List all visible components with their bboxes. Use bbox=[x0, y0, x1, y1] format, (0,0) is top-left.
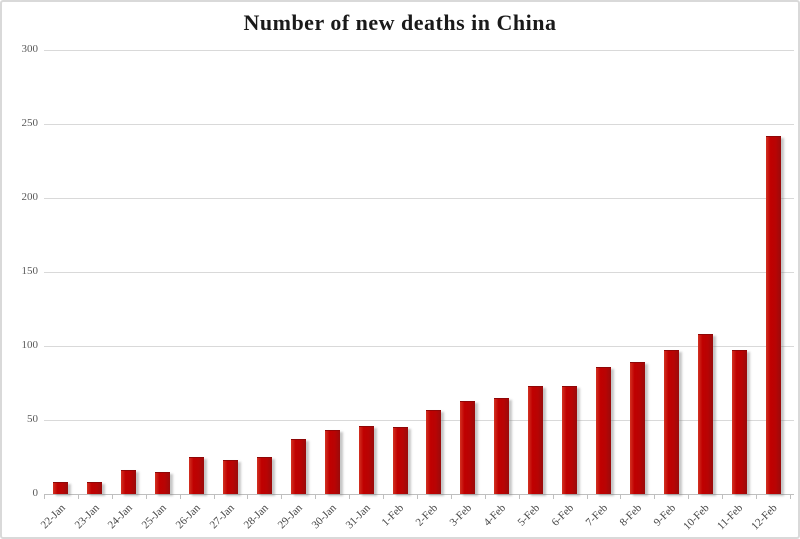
x-axis-tick bbox=[213, 494, 215, 499]
x-axis-tick-label: 22-Jan bbox=[38, 502, 68, 532]
x-axis-tick bbox=[111, 494, 113, 499]
x-axis-tick-label: 26-Jan bbox=[173, 502, 204, 532]
x-axis-tick-label: 23-Jan bbox=[72, 502, 102, 532]
gridline bbox=[44, 420, 794, 421]
x-axis-tick bbox=[790, 494, 791, 499]
x-axis-tick-label: 28-Jan bbox=[241, 502, 271, 532]
x-axis-tick bbox=[756, 494, 758, 499]
y-axis-tick-label: 100 bbox=[21, 339, 39, 351]
x-axis-tick bbox=[586, 494, 588, 499]
x-axis-tick bbox=[349, 494, 351, 499]
bar bbox=[562, 385, 578, 494]
x-axis-tick-label: 8-Feb bbox=[617, 502, 644, 529]
bar bbox=[731, 350, 747, 494]
y-axis-tick-label: 300 bbox=[21, 43, 39, 55]
bar bbox=[256, 457, 272, 494]
bar bbox=[358, 425, 374, 494]
bar bbox=[87, 482, 103, 494]
gridline bbox=[44, 50, 794, 51]
bar bbox=[494, 397, 510, 494]
x-axis-tick bbox=[688, 494, 690, 499]
bar bbox=[290, 439, 306, 494]
bar bbox=[223, 459, 238, 494]
x-axis-tick-label: 10-Feb bbox=[681, 502, 712, 533]
x-axis-line bbox=[44, 494, 794, 495]
x-axis-tick-label: 7-Feb bbox=[583, 502, 610, 529]
x-axis-tick bbox=[450, 494, 452, 499]
y-axis-tick-label: 50 bbox=[27, 413, 38, 425]
x-axis-tick-label: 12-Feb bbox=[749, 502, 780, 533]
gridline bbox=[44, 346, 794, 347]
x-axis-tick-label: 1-Feb bbox=[379, 502, 407, 529]
x-axis-tick bbox=[417, 494, 418, 499]
x-axis-tick bbox=[281, 494, 283, 499]
x-axis-tick-label: 29-Jan bbox=[275, 502, 305, 532]
x-axis-tick bbox=[654, 494, 656, 499]
x-axis-tick-label: 6-Feb bbox=[549, 502, 577, 529]
x-axis-tick-label: 31-Jan bbox=[343, 502, 373, 532]
bar bbox=[596, 366, 611, 494]
x-axis-tick-label: 11-Feb bbox=[715, 502, 746, 533]
x-axis-tick bbox=[620, 494, 622, 499]
x-axis-tick-label: 30-Jan bbox=[309, 502, 339, 532]
x-axis-tick-label: 24-Jan bbox=[106, 502, 136, 532]
x-axis-tick bbox=[518, 494, 520, 499]
x-axis-tick bbox=[145, 494, 147, 499]
x-axis-tick-label: 25-Jan bbox=[139, 502, 170, 532]
bar bbox=[765, 135, 781, 494]
bar bbox=[121, 470, 137, 494]
gridline bbox=[44, 198, 794, 199]
bar bbox=[155, 471, 171, 494]
x-axis-tick bbox=[44, 494, 45, 499]
bar bbox=[53, 482, 69, 494]
bar bbox=[324, 430, 340, 494]
x-axis-tick bbox=[484, 494, 486, 499]
x-axis-tick-label: 5-Feb bbox=[515, 502, 543, 529]
x-axis-tick bbox=[383, 494, 385, 499]
x-axis-tick bbox=[552, 494, 554, 499]
gridline bbox=[44, 124, 794, 125]
bar bbox=[528, 385, 544, 494]
x-axis-tick bbox=[315, 494, 317, 499]
y-axis-tick-label: 200 bbox=[21, 191, 39, 203]
x-axis-tick bbox=[77, 494, 79, 499]
bar bbox=[460, 400, 476, 494]
bar bbox=[697, 334, 713, 494]
chart-title: Number of new deaths in China bbox=[243, 10, 557, 35]
x-axis-tick bbox=[247, 494, 249, 499]
bar bbox=[426, 409, 442, 494]
x-axis-tick bbox=[722, 494, 724, 499]
y-axis-tick-label: 0 bbox=[32, 487, 39, 499]
x-axis-tick-label: 2-Feb bbox=[413, 502, 441, 529]
bar bbox=[392, 427, 408, 494]
x-axis-tick-label: 27-Jan bbox=[207, 502, 237, 532]
x-axis-tick bbox=[179, 494, 181, 499]
bar bbox=[629, 362, 645, 494]
y-axis-tick-label: 250 bbox=[21, 117, 39, 129]
y-axis-tick-label: 150 bbox=[21, 265, 39, 277]
x-axis-tick-label: 9-Feb bbox=[651, 502, 678, 529]
bar bbox=[663, 350, 679, 494]
x-axis-tick-label: 4-Feb bbox=[481, 502, 509, 529]
gridline bbox=[44, 272, 794, 273]
bar bbox=[189, 457, 205, 494]
x-axis-tick-label: 3-Feb bbox=[447, 502, 475, 529]
